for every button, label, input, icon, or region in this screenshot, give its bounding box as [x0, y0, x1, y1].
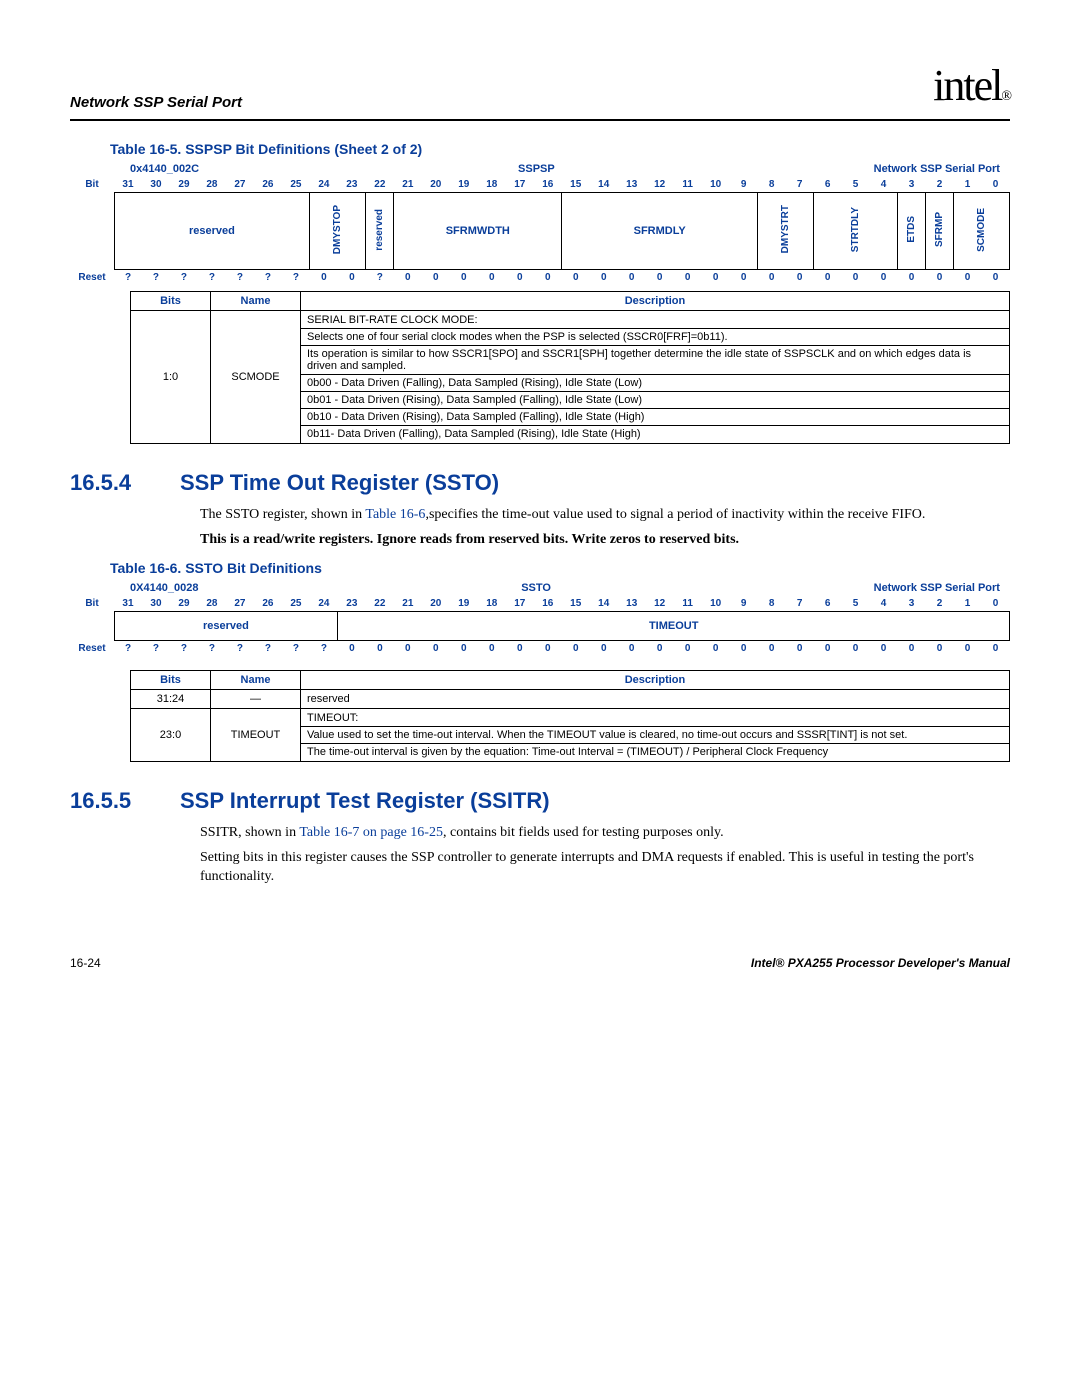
- table1-fields: reserved DMYSTOP reserved SFRMWDTH SFRMD…: [70, 193, 1010, 270]
- para-ssitr-1: SSITR, shown in Table 16-7 on page 16-25…: [200, 824, 1010, 843]
- table1-reset: Reset ???? ???0 0?00 0000 0000 0000 0000…: [70, 270, 1010, 286]
- table2-desc: Bits Name Description 31:24 — reserved 2…: [130, 670, 1010, 762]
- table1-bits: Bit 31302928 27262524 23222120 19181716 …: [70, 177, 1010, 285]
- link-table16-6[interactable]: Table 16-6: [365, 507, 425, 522]
- table2-row2: 23:0 TIMEOUT TIMEOUT: Value used to set …: [131, 708, 1010, 761]
- table2-addr: 0X4140_0028: [130, 582, 199, 594]
- table2-meta: 0X4140_0028 SSTO Network SSP Serial Port: [130, 582, 1000, 594]
- table1-bit-numbers: Bit 31302928 27262524 23222120 19181716 …: [70, 177, 1010, 193]
- table1-meta: 0x4140_002C SSPSP Network SSP Serial Por…: [130, 163, 1000, 175]
- page-header: Network SSP Serial Port intel®: [70, 60, 1010, 111]
- table2-port: Network SSP Serial Port: [874, 582, 1000, 594]
- section-1655: 16.5.5 SSP Interrupt Test Register (SSIT…: [70, 788, 1010, 814]
- section-1654: 16.5.4 SSP Time Out Register (SSTO): [70, 470, 1010, 496]
- th-name: Name: [211, 292, 301, 311]
- header-rule: [70, 119, 1010, 121]
- table2-reset: Reset ???? ???? 0000 0000 0000 0000 0000…: [70, 640, 1010, 656]
- para-ssto-2: This is a read/write registers. Ignore r…: [200, 531, 1010, 550]
- header-title: Network SSP Serial Port: [70, 94, 242, 111]
- para-ssto-1: The SSTO register, shown in Table 16-6,s…: [200, 506, 1010, 525]
- footer-manual: Intel® PXA255 Processor Developer's Manu…: [751, 956, 1010, 970]
- table1-desc: Bits Name Description 1:0 SCMODE SERIAL …: [130, 291, 1010, 444]
- th-bits: Bits: [131, 292, 211, 311]
- para-ssitr-2: Setting bits in this register causes the…: [200, 849, 1010, 887]
- table1-row-desc: SERIAL BIT-RATE CLOCK MODE: Selects one …: [301, 311, 1010, 444]
- table1-caption: Table 16-5. SSPSP Bit Definitions (Sheet…: [110, 141, 1010, 157]
- table2-bits: Bit 31302928 27262524 23222120 19181716 …: [70, 596, 1010, 656]
- table2-reg: SSTO: [521, 582, 551, 594]
- table1-row: 1:0 SCMODE SERIAL BIT-RATE CLOCK MODE: S…: [131, 311, 1010, 444]
- table1-reg: SSPSP: [518, 163, 555, 175]
- page-footer: 16-24 Intel® PXA255 Processor Developer'…: [70, 956, 1010, 970]
- th-desc: Description: [301, 292, 1010, 311]
- footer-page: 16-24: [70, 956, 101, 970]
- table1-addr: 0x4140_002C: [130, 163, 199, 175]
- table2-fields: reserved TIMEOUT: [70, 611, 1010, 640]
- table2-caption: Table 16-6. SSTO Bit Definitions: [110, 560, 1010, 576]
- table1-port: Network SSP Serial Port: [874, 163, 1000, 175]
- link-table16-7[interactable]: Table 16-7 on page 16-25: [299, 825, 443, 840]
- intel-logo: intel®: [933, 60, 1010, 111]
- table2-bit-numbers: Bit 31302928 27262524 23222120 19181716 …: [70, 596, 1010, 612]
- table2-row1: 31:24 — reserved: [131, 689, 1010, 708]
